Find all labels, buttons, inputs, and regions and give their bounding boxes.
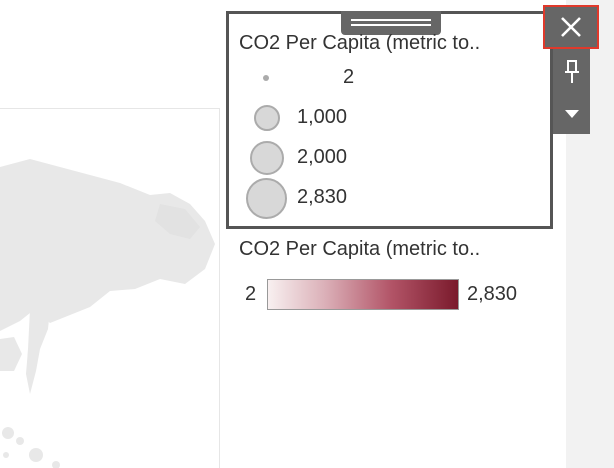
- pin-icon: [564, 60, 579, 83]
- color-legend-title: CO2 Per Capita (metric to..: [239, 238, 481, 260]
- size-legend-item[interactable]: 2,000: [229, 141, 529, 182]
- chevron-down-icon: [564, 110, 579, 118]
- color-ramp-max-label: 2,830: [467, 283, 518, 305]
- size-circle: [254, 105, 280, 131]
- size-legend[interactable]: CO2 Per Capita (metric to.. 2 1,000 2,00…: [226, 11, 553, 229]
- drag-handle-line: [351, 19, 431, 21]
- size-legend-label: 2,830: [297, 186, 348, 208]
- size-legend-item[interactable]: 2,830: [229, 178, 529, 222]
- size-legend-label: 2: [343, 66, 355, 88]
- size-legend-item[interactable]: 1,000: [229, 102, 529, 142]
- size-legend-title: CO2 Per Capita (metric to..: [239, 32, 481, 54]
- size-legend-item[interactable]: 2: [229, 62, 529, 102]
- size-legend-label: 1,000: [297, 106, 348, 128]
- size-legend-label: 2,000: [297, 146, 348, 168]
- color-ramp-min-label: 2: [245, 283, 257, 305]
- size-circle: [246, 178, 287, 219]
- map-view[interactable]: [0, 108, 220, 468]
- drag-handle[interactable]: [341, 11, 441, 35]
- size-circle: [250, 141, 284, 175]
- size-circle: [263, 75, 269, 81]
- drag-handle-line: [351, 24, 431, 26]
- map-land: [0, 159, 215, 468]
- color-ramp: [267, 279, 459, 310]
- close-icon: [561, 17, 581, 37]
- pin-button[interactable]: [553, 54, 590, 90]
- legend-menu-button[interactable]: [553, 96, 590, 132]
- close-button[interactable]: [543, 5, 599, 49]
